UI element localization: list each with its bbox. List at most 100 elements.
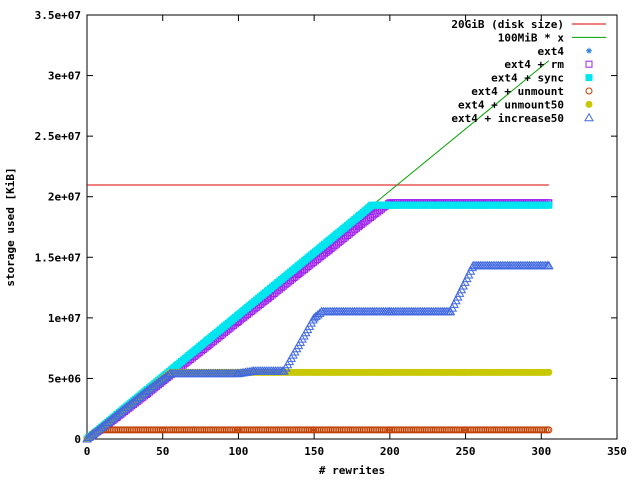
data-point (114, 426, 122, 434)
data-point (463, 426, 471, 434)
data-point (128, 396, 139, 406)
legend-label: ext4 + unmount (471, 85, 564, 98)
data-point (118, 426, 126, 434)
plot-area (82, 60, 554, 443)
x-axis-ticks: 0 50 100 150 200 250 300 350 (84, 15, 627, 458)
legend-label: ext4 + increase50 (451, 112, 564, 125)
data-point (191, 426, 199, 434)
data-point (285, 426, 293, 434)
data-point (357, 426, 365, 434)
data-point (354, 426, 362, 434)
data-point (389, 426, 397, 434)
data-point (514, 426, 522, 434)
data-point (249, 426, 257, 434)
data-point (400, 426, 408, 434)
data-point (242, 426, 250, 434)
data-point (208, 426, 216, 434)
data-point (294, 426, 302, 434)
data-point (352, 426, 360, 434)
data-point (269, 426, 277, 434)
data-point (374, 426, 382, 434)
data-point (406, 426, 414, 434)
data-point (381, 426, 389, 434)
legend-marker-swatch (586, 47, 592, 54)
data-point (184, 426, 192, 434)
data-point (91, 426, 101, 436)
data-point (472, 426, 480, 434)
data-point (247, 426, 255, 434)
data-point (179, 426, 187, 434)
data-point (204, 426, 212, 434)
data-point (386, 426, 394, 434)
data-point (459, 426, 467, 434)
data-point (411, 426, 419, 434)
data-point (453, 426, 461, 434)
data-point (429, 426, 437, 434)
data-point (314, 308, 325, 317)
data-point (507, 426, 515, 434)
legend-label: ext4 + unmount50 (458, 98, 564, 111)
data-point (336, 426, 344, 434)
data-point (102, 417, 113, 427)
data-point (254, 426, 262, 434)
data-point (370, 426, 378, 434)
data-point (341, 426, 349, 434)
data-point (222, 426, 230, 434)
data-point (502, 426, 510, 434)
data-point (435, 426, 443, 434)
data-point (159, 426, 167, 434)
data-point (399, 426, 407, 434)
data-point (193, 426, 201, 434)
data-point (126, 398, 137, 407)
data-point (219, 426, 227, 434)
data-point (155, 376, 166, 385)
data-point (106, 414, 117, 424)
data-point (256, 426, 264, 434)
data-point (345, 426, 353, 434)
data-point (491, 426, 499, 434)
data-point (527, 426, 535, 434)
data-point (516, 426, 524, 434)
legend-label: ext4 + sync (491, 72, 564, 85)
y-axis-label: storage used [KiB] (4, 167, 17, 286)
data-point (271, 426, 279, 434)
legend-label: 20GiB (disk size) (451, 18, 564, 31)
data-point (319, 426, 327, 434)
data-point (231, 426, 239, 434)
data-point (321, 426, 329, 434)
series-ext4-sync (83, 201, 553, 443)
data-point (130, 395, 141, 404)
data-point (451, 426, 459, 434)
data-point (408, 426, 416, 434)
data-point (89, 428, 100, 437)
data-point (149, 426, 157, 434)
data-point (125, 426, 133, 434)
data-point (132, 393, 143, 403)
data-point (487, 426, 495, 434)
data-point (328, 426, 336, 434)
data-point (431, 426, 439, 434)
data-point (359, 426, 367, 434)
data-point (532, 426, 540, 434)
data-point (113, 426, 121, 434)
data-point (422, 426, 430, 434)
data-point (251, 426, 259, 434)
y-tick-label: 5e+06 (48, 372, 81, 385)
data-point (417, 426, 425, 434)
data-point (334, 426, 342, 434)
legend-label: ext4 + rm (504, 58, 564, 71)
data-point (276, 426, 284, 434)
x-tick-label: 100 (228, 445, 248, 458)
data-point (293, 426, 301, 434)
data-point (142, 385, 153, 395)
data-point (448, 426, 456, 434)
data-point (153, 377, 164, 386)
x-tick-label: 300 (531, 445, 551, 458)
data-point (391, 426, 399, 434)
data-point (278, 426, 286, 434)
data-point (489, 426, 497, 434)
data-point (538, 426, 546, 434)
y-tick-label: 1e+07 (48, 312, 81, 325)
data-point (211, 426, 219, 434)
data-point (543, 260, 554, 270)
